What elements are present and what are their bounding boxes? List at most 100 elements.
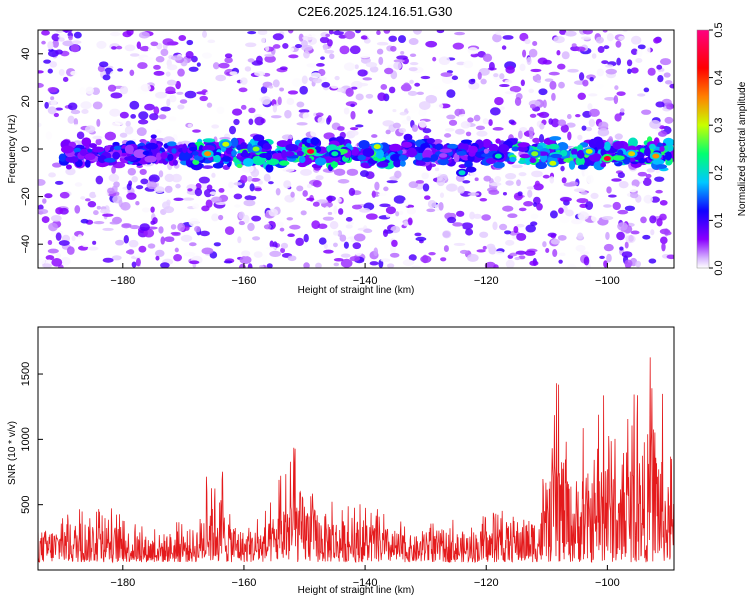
heatmap-cell xyxy=(53,112,60,118)
heatmap-cell xyxy=(509,85,522,93)
heatmap-cell xyxy=(483,175,492,182)
heatmap-cell xyxy=(189,242,197,247)
heatmap-cell xyxy=(505,172,517,180)
heatmap-cell xyxy=(288,54,299,59)
heatmap-cell xyxy=(319,36,330,44)
heatmap-cell xyxy=(560,124,569,133)
spectrogram-x-axis-label: Height of straight line (km) xyxy=(298,285,415,296)
heatmap-cell xyxy=(38,204,44,211)
heatmap-cell xyxy=(95,175,104,185)
heatmap-cell xyxy=(349,255,361,262)
heatmap-cell xyxy=(50,99,57,106)
heatmap-cell xyxy=(561,177,567,184)
heatmap-cell xyxy=(136,41,142,50)
heatmap-cell xyxy=(494,175,502,183)
heatmap-cell xyxy=(84,159,91,168)
heatmap-cell xyxy=(467,117,474,123)
heatmap-cell xyxy=(265,164,274,173)
heatmap-cell xyxy=(665,151,672,161)
heatmap-cell xyxy=(482,118,489,125)
heatmap-cell xyxy=(321,81,331,88)
heatmap-cell xyxy=(343,241,349,249)
heatmap-cell xyxy=(626,59,633,67)
heatmap-cell xyxy=(104,157,116,163)
heatmap-cell xyxy=(330,161,339,168)
heatmap-cell xyxy=(149,113,159,121)
heatmap-cell xyxy=(96,40,107,49)
heatmap-cell xyxy=(376,149,384,159)
heatmap-cell xyxy=(47,106,57,115)
heatmap-cell xyxy=(536,79,541,84)
heatmap-cell xyxy=(209,191,217,196)
heatmap-cell xyxy=(80,101,92,110)
heatmap-cell xyxy=(301,75,308,85)
heatmap-cell xyxy=(421,157,433,163)
spectrogram-y-tick-label: 40 xyxy=(20,48,32,60)
heatmap-cell xyxy=(160,236,165,245)
colorbar-tick-label: 0.0 xyxy=(713,260,725,275)
heatmap-cell xyxy=(80,68,86,73)
heatmap-cell xyxy=(444,127,455,132)
heatmap-cell xyxy=(128,239,139,248)
spectrogram-x-tick-label: −160 xyxy=(232,275,257,287)
heatmap-cell xyxy=(488,61,495,71)
heatmap-cell xyxy=(448,119,458,126)
heatmap-cell xyxy=(167,153,174,162)
heatmap-cell xyxy=(50,96,55,101)
heatmap-cell xyxy=(211,172,216,178)
heatmap-cell xyxy=(568,181,579,187)
heatmap-cell xyxy=(296,122,308,126)
heatmap-cell xyxy=(234,204,241,208)
snr-y-ticks: 500 1000 1500 xyxy=(20,362,43,514)
heatmap-cell xyxy=(558,81,565,89)
heatmap-cell xyxy=(382,133,390,139)
heatmap-cell xyxy=(548,71,560,76)
heatmap-cell xyxy=(150,206,155,213)
heatmap-cell xyxy=(328,30,334,35)
heatmap-cell xyxy=(647,67,656,76)
heatmap-cell xyxy=(388,35,397,42)
heatmap-cell xyxy=(614,133,623,140)
heatmap-cell xyxy=(142,56,154,61)
heatmap-cell xyxy=(400,51,405,55)
heatmap-cell xyxy=(610,171,618,178)
heatmap-cell xyxy=(583,256,590,266)
heatmap-cell xyxy=(642,234,651,240)
heatmap-cell xyxy=(211,124,220,129)
heatmap-cell xyxy=(352,242,362,250)
heatmap-cell xyxy=(48,222,58,232)
heatmap-cell xyxy=(529,260,539,266)
heatmap-cell xyxy=(71,40,82,45)
heatmap-cell xyxy=(392,122,401,129)
heatmap-cell xyxy=(649,143,656,150)
heatmap-cell xyxy=(532,40,538,46)
heatmap-cell xyxy=(398,154,408,162)
heatmap-cell xyxy=(306,197,315,202)
heatmap-cell xyxy=(295,237,304,247)
heatmap-cell xyxy=(645,46,651,55)
heatmap-cell xyxy=(173,197,184,202)
heatmap-cell xyxy=(406,147,417,158)
snr-x-axis-label: Height of straight line (km) xyxy=(298,585,415,596)
heatmap-cell xyxy=(440,72,453,78)
heatmap-cell xyxy=(447,143,458,149)
heatmap-hotspot xyxy=(331,151,339,157)
heatmap-cell xyxy=(655,164,668,169)
heatmap-cell xyxy=(418,120,427,128)
spectrogram-y-ticks: −40 −20 0 20 40 xyxy=(20,48,43,254)
heatmap-cell xyxy=(345,224,353,229)
heatmap-cell xyxy=(86,170,96,175)
heatmap-cell xyxy=(60,256,71,266)
heatmap-cell xyxy=(245,42,257,48)
heatmap-cell xyxy=(493,73,499,78)
heatmap-cell xyxy=(108,173,120,182)
heatmap-cell xyxy=(166,141,177,147)
heatmap-cell xyxy=(395,211,400,217)
heatmap-cell xyxy=(252,134,265,143)
heatmap-cell xyxy=(550,238,561,245)
heatmap-cell xyxy=(517,142,530,148)
heatmap-cell xyxy=(603,243,614,252)
heatmap-cell xyxy=(85,86,94,95)
heatmap-cell xyxy=(168,94,177,103)
